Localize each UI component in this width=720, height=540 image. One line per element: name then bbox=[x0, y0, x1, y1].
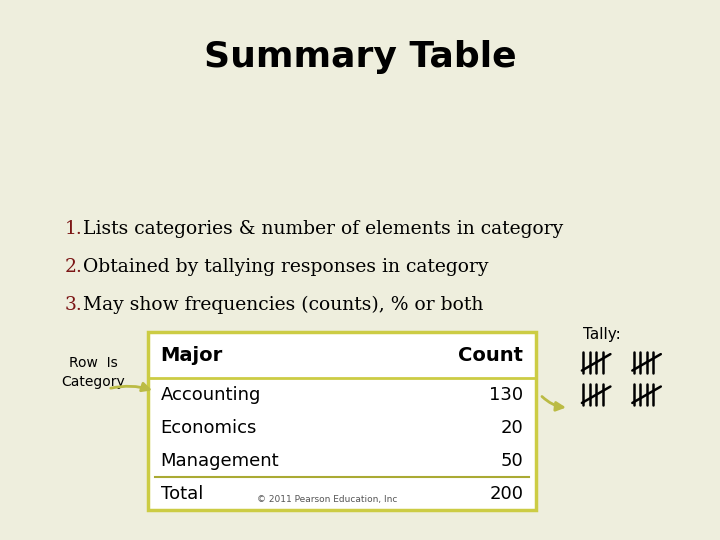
Text: Management: Management bbox=[161, 451, 279, 470]
Text: Total: Total bbox=[161, 485, 203, 503]
Text: 50: 50 bbox=[500, 451, 523, 470]
FancyBboxPatch shape bbox=[148, 332, 536, 510]
Text: Obtained by tallying responses in category: Obtained by tallying responses in catego… bbox=[83, 258, 488, 276]
Text: 20: 20 bbox=[500, 418, 523, 437]
Text: Economics: Economics bbox=[161, 418, 257, 437]
Text: 3.: 3. bbox=[65, 296, 83, 314]
Text: Count: Count bbox=[459, 346, 523, 365]
Text: Lists categories & number of elements in category: Lists categories & number of elements in… bbox=[83, 220, 563, 239]
Text: May show frequencies (counts), % or both: May show frequencies (counts), % or both bbox=[83, 296, 483, 314]
Text: Summary Table: Summary Table bbox=[204, 40, 516, 73]
Text: 200: 200 bbox=[490, 485, 523, 503]
Text: 2.: 2. bbox=[65, 258, 83, 276]
Text: Tally:: Tally: bbox=[583, 327, 621, 342]
Text: Row  Is
Category: Row Is Category bbox=[62, 356, 125, 389]
Text: 1.: 1. bbox=[65, 220, 83, 239]
Text: Accounting: Accounting bbox=[161, 386, 261, 403]
Text: 130: 130 bbox=[490, 386, 523, 403]
Text: © 2011 Pearson Education, Inc: © 2011 Pearson Education, Inc bbox=[258, 495, 397, 504]
Text: Major: Major bbox=[161, 346, 222, 365]
